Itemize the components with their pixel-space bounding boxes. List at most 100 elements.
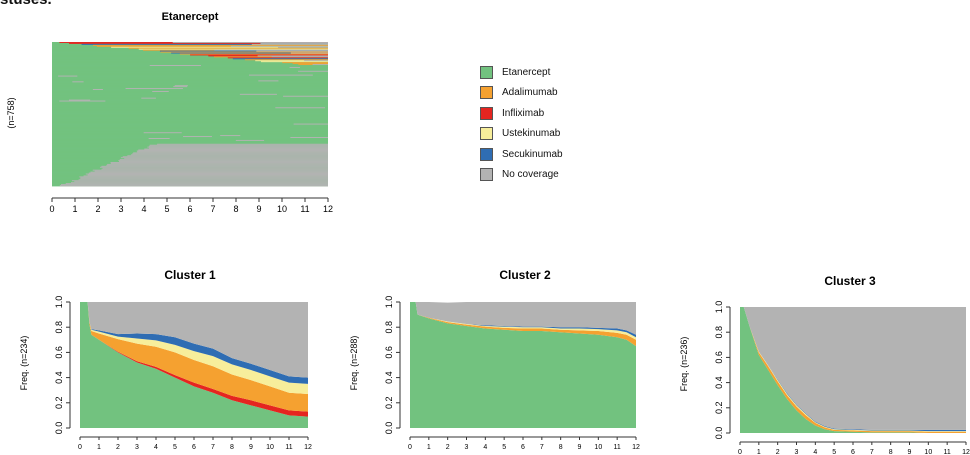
x-tick-label: 3 — [135, 444, 139, 451]
x-tick-label: 8 — [889, 449, 893, 455]
sequence-row — [52, 54, 328, 56]
sequence-row — [52, 73, 328, 76]
area-ustekinumab — [80, 302, 308, 394]
sequence-row — [52, 84, 328, 86]
x-tick-label: 4 — [483, 444, 487, 451]
legend-swatch — [480, 106, 493, 120]
area-etanercept — [740, 307, 966, 433]
sequence-gap-segment — [127, 155, 329, 157]
sequence-row — [52, 78, 328, 80]
x-tick-label: 7 — [870, 449, 874, 455]
x-tick-label: 8 — [559, 444, 563, 451]
sequence-row — [52, 98, 328, 100]
sequence-row — [52, 124, 328, 126]
sequence-row — [52, 127, 328, 129]
sequence-gap-segment — [136, 150, 328, 152]
cluster-2-chart: Cluster 2 Freq. (n=288) 0.0 0.2 0.4 0.6 0.8 1… — [349, 268, 640, 451]
sequence-switch-segment — [260, 61, 328, 63]
y-tick-label: 0.4 — [54, 371, 64, 384]
sequence-gap-segment — [147, 146, 328, 148]
sequence-row — [52, 117, 328, 120]
x-tick-label: 4 — [813, 449, 817, 455]
x-tick-label: 1 — [757, 449, 761, 455]
sequence-row — [52, 64, 328, 66]
sequence-row — [52, 130, 328, 132]
x-tick-label: 5 — [164, 204, 169, 214]
sequence-gap-segment — [72, 81, 84, 83]
sequence-gap-segment — [71, 180, 329, 182]
sequence-row — [52, 74, 328, 76]
x-tick-label: 11 — [614, 444, 621, 451]
x-tick-label: 9 — [578, 444, 582, 451]
sequence-row — [52, 56, 328, 58]
sequence-row — [52, 133, 328, 135]
sequence-row — [52, 75, 328, 77]
x-tick-label: 6 — [521, 444, 525, 451]
sequence-row — [52, 90, 328, 93]
sequence-gap-segment — [71, 182, 328, 184]
sequence-row — [52, 95, 328, 98]
sequence-gap-segment — [283, 95, 328, 98]
sequence-row — [52, 142, 328, 145]
sequence-row — [52, 55, 328, 57]
sequence-gap-segment — [138, 149, 328, 151]
sequence-row — [52, 138, 328, 141]
sequence-gap-segment — [107, 163, 328, 166]
y-tick-label: 0.0 — [714, 427, 724, 440]
sequence-row — [52, 60, 328, 62]
y-axis-label: Freq. (n=234) — [19, 336, 29, 391]
sequence-gap-segment — [59, 100, 106, 102]
sequence-gap-segment — [94, 170, 328, 172]
sequence-switch-segment — [159, 50, 328, 52]
sequence-row — [52, 81, 328, 83]
sequence-gap-segment — [256, 50, 328, 52]
sequence-gap-segment — [312, 64, 328, 66]
sequence-switch-segment — [138, 48, 328, 51]
sequence-gap-segment — [183, 136, 212, 138]
sequence-row — [52, 131, 328, 133]
sequence-row — [52, 92, 328, 95]
sequence-row — [52, 135, 328, 137]
area-etanercept — [80, 302, 308, 428]
y-tick-label: 0.4 — [384, 371, 394, 384]
area-adalimumab — [80, 302, 308, 412]
sequence-row — [52, 59, 328, 61]
sequence-gap-segment — [304, 60, 328, 62]
sequence-row — [52, 125, 328, 127]
sequence-gap-segment — [289, 66, 300, 69]
sequence-index-plot: Etanercept (n=758) 0 1 2 3 4 5 6 7 8 9 10 11 12 — [6, 11, 333, 214]
sequence-gap-segment — [149, 147, 328, 149]
sequence-gap-segment — [99, 166, 329, 169]
sequence-row — [52, 112, 328, 114]
legend-swatch — [480, 65, 493, 79]
y-tick-label: 0.6 — [54, 346, 64, 359]
sequence-gap-segment — [60, 184, 328, 186]
sequence-row — [52, 106, 328, 108]
sequence-gap-segment — [220, 135, 241, 137]
x-tick-label: 0 — [78, 444, 82, 451]
sequence-row — [52, 90, 328, 92]
x-tick-label: 0 — [738, 449, 742, 455]
y-tick-label: 0.8 — [54, 321, 64, 334]
sequence-row — [52, 134, 328, 136]
sequence-row — [52, 109, 328, 111]
area-no-coverage — [80, 302, 308, 378]
x-tick-label: 6 — [187, 204, 192, 214]
sequence-row — [52, 57, 328, 59]
x-tick-label: 7 — [540, 444, 544, 451]
sequence-switch-segment — [282, 62, 328, 64]
sequence-gap-segment — [90, 171, 329, 173]
legend-label: Etanercept — [502, 66, 551, 78]
sequence-switch-segment — [232, 58, 328, 60]
y-tick-label: 0.4 — [714, 376, 724, 389]
x-tick-label: 7 — [210, 204, 215, 214]
area-secukinumab — [410, 302, 636, 338]
x-tick-label: 2 — [446, 444, 450, 451]
sequence-row — [52, 119, 328, 122]
sequence-switch-segment — [255, 60, 328, 62]
sequence-gap-segment — [101, 165, 328, 168]
sequence-gap-segment — [74, 181, 328, 183]
sequence-gap-segment — [132, 153, 328, 155]
y-tick-label: 0.6 — [384, 346, 394, 359]
sequence-gap-segment — [152, 90, 169, 93]
